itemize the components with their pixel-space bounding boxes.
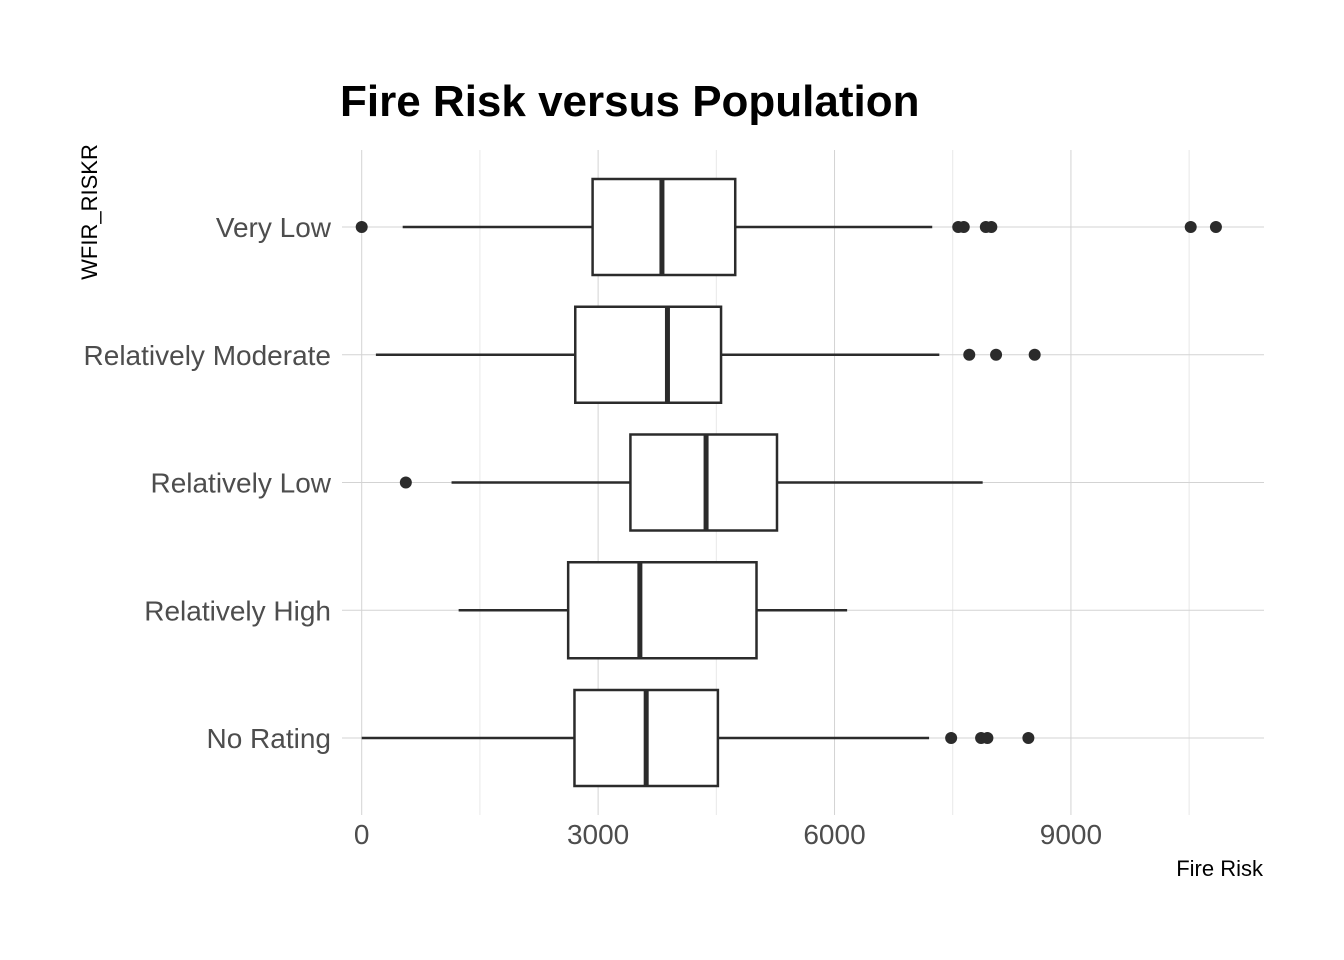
outlier-point (1209, 221, 1222, 233)
box-group (361, 688, 1035, 788)
outlier-point (1184, 221, 1197, 233)
outlier-point (355, 221, 368, 233)
y-axis-tick-labels: Very Low Relatively Moderate Relatively Lo… (84, 212, 332, 754)
x-tick-label: 6000 (803, 819, 865, 850)
x-axis-tick-labels: 0 3000 6000 9000 (354, 819, 1102, 850)
boxes (355, 177, 1222, 788)
y-tick-label: Relatively Low (150, 468, 331, 499)
outlier-point (985, 221, 998, 233)
outlier-point (1022, 732, 1035, 744)
iqr-box (566, 561, 758, 660)
outlier-point (945, 732, 958, 744)
outlier-point (990, 348, 1003, 361)
box-group (355, 177, 1222, 277)
chart-title: Fire Risk versus Population (340, 77, 920, 126)
box-group (399, 433, 983, 532)
box-group (375, 305, 1041, 404)
x-tick-label: 0 (354, 819, 370, 850)
outlier-point (1028, 348, 1041, 361)
y-tick-label: Relatively Moderate (84, 340, 331, 371)
outlier-point (399, 476, 412, 489)
x-tick-label: 3000 (567, 819, 629, 850)
y-axis-title: WFIR_RISKR (77, 144, 102, 280)
outlier-point (981, 732, 994, 744)
iqr-box (574, 305, 723, 404)
y-tick-label: Relatively High (144, 595, 331, 626)
y-tick-label: Very Low (216, 212, 332, 243)
outlier-point (957, 221, 970, 233)
x-tick-label: 9000 (1040, 819, 1102, 850)
x-axis-title: Fire Risk (1176, 856, 1264, 881)
y-tick-label: No Rating (206, 723, 331, 754)
box-group (458, 561, 848, 660)
outlier-point (963, 348, 976, 361)
